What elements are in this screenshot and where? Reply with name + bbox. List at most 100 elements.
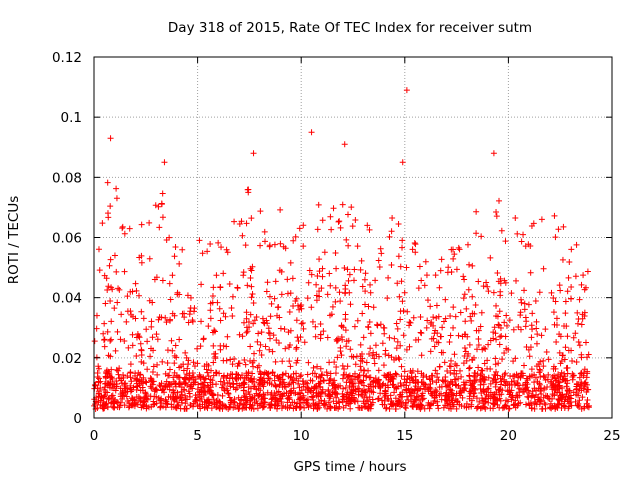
data-point	[556, 331, 563, 338]
data-point	[327, 375, 334, 382]
data-point	[287, 363, 294, 370]
data-point	[308, 271, 315, 278]
data-point	[313, 281, 320, 288]
data-point	[241, 357, 248, 364]
data-point	[253, 314, 260, 321]
data-point	[297, 373, 304, 380]
data-point	[345, 337, 352, 344]
data-point	[243, 309, 250, 316]
data-point	[126, 225, 133, 232]
data-point	[138, 252, 145, 259]
data-point	[415, 336, 422, 343]
data-point	[200, 335, 207, 342]
data-point	[373, 321, 380, 328]
data-point	[244, 282, 251, 289]
data-point	[433, 315, 440, 322]
data-point	[269, 348, 276, 355]
data-point	[269, 395, 276, 402]
data-point	[540, 265, 547, 272]
data-point	[467, 390, 474, 397]
data-point	[275, 340, 282, 347]
data-point	[385, 274, 392, 281]
data-point	[511, 378, 518, 385]
data-point	[170, 374, 177, 381]
data-point	[212, 355, 219, 362]
data-point	[129, 313, 136, 320]
data-point	[559, 376, 566, 383]
data-point	[121, 338, 128, 345]
data-point	[339, 362, 346, 369]
data-point	[196, 389, 203, 396]
data-point	[386, 405, 393, 412]
data-point	[560, 223, 567, 230]
data-point	[570, 372, 577, 379]
data-point	[529, 326, 536, 333]
data-point	[159, 277, 166, 284]
data-point	[106, 262, 113, 269]
data-point	[168, 381, 175, 388]
data-point	[540, 394, 547, 401]
data-point	[578, 281, 585, 288]
data-point	[224, 333, 231, 340]
chart-title: Day 318 of 2015, Rate Of TEC Index for r…	[168, 20, 532, 36]
data-point	[303, 399, 310, 406]
data-point	[344, 211, 351, 218]
data-point	[414, 393, 421, 400]
data-point	[457, 309, 464, 316]
data-point	[463, 400, 470, 407]
data-point	[320, 328, 327, 335]
data-point	[569, 358, 576, 365]
x-tick-label: 10	[293, 428, 310, 444]
data-point	[100, 405, 107, 412]
data-point	[392, 355, 399, 362]
data-point	[397, 380, 404, 387]
data-point	[473, 230, 480, 237]
data-point	[326, 393, 333, 400]
data-point	[411, 240, 418, 247]
data-point	[555, 226, 562, 233]
data-point	[427, 376, 434, 383]
data-point	[408, 386, 415, 393]
tick-labels: 0 5 10 15 20 25 0 0.02 0.04 0.06 0.08 0.1 0.12	[52, 50, 621, 444]
data-point	[215, 239, 222, 246]
data-point	[138, 221, 145, 228]
data-point	[472, 302, 479, 308]
data-point	[426, 384, 433, 391]
x-axis-label: GPS time / hours	[293, 459, 406, 475]
data-point	[224, 380, 231, 387]
data-point	[533, 318, 540, 325]
data-point	[201, 398, 208, 405]
x-tick-label: 20	[500, 428, 517, 444]
data-point	[138, 358, 145, 365]
data-point	[121, 268, 128, 275]
data-point	[294, 400, 301, 407]
data-point	[514, 381, 521, 388]
data-point	[128, 378, 135, 385]
data-point	[394, 338, 401, 345]
data-point	[434, 398, 441, 405]
data-point	[494, 401, 501, 408]
data-point	[329, 389, 336, 396]
data-point	[204, 248, 211, 255]
data-point	[229, 293, 236, 300]
data-point	[129, 395, 136, 402]
data-point	[440, 404, 447, 411]
data-point	[172, 383, 179, 390]
data-point	[296, 396, 303, 403]
data-point	[491, 324, 498, 331]
data-point	[362, 390, 369, 397]
data-point	[527, 344, 534, 351]
data-point	[258, 351, 265, 358]
data-point	[394, 325, 401, 332]
data-point	[213, 369, 220, 376]
data-point	[266, 346, 273, 353]
data-point	[423, 272, 430, 279]
data-point	[126, 403, 133, 410]
data-point	[540, 373, 547, 380]
data-point	[159, 214, 166, 221]
data-point	[163, 319, 170, 326]
data-point	[279, 371, 286, 378]
data-point	[492, 330, 499, 337]
data-point	[568, 284, 575, 291]
